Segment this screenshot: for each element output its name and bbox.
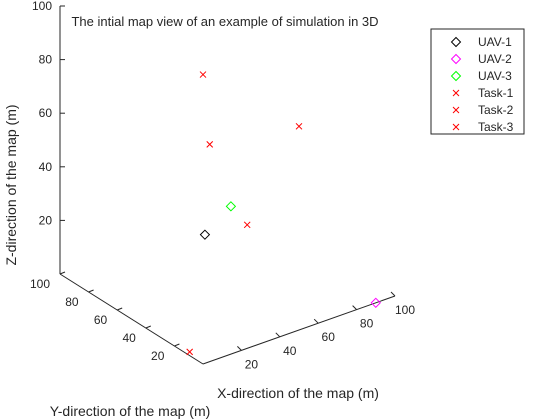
y-tick-mark	[88, 289, 94, 293]
x-axis-label: X-direction of the map (m)	[217, 385, 379, 401]
y-tick-label: 60	[94, 313, 108, 327]
y-tick-label: 80	[65, 295, 79, 309]
x-tick-mark	[237, 346, 242, 351]
x-stroke	[452, 106, 460, 114]
point-uav-3	[225, 201, 237, 212]
point-uav-1	[199, 229, 211, 240]
y-tick-label: 20	[151, 349, 165, 363]
data-marks	[186, 71, 382, 356]
y-tick-label: 40	[122, 331, 136, 345]
point-task-3	[199, 71, 207, 78]
axis-ticks: 20 40 60 80 100 20 40 60 80 100 20 40 60 80 100	[30, 0, 415, 371]
axes	[59, 6, 396, 365]
y-axis-line	[59, 273, 204, 365]
z-tick-label: 20	[39, 213, 53, 227]
legend-label-uav-2: UAV-2	[478, 52, 512, 66]
legend-label-uav-3: UAV-3	[478, 69, 512, 83]
legend-marker-task-1	[452, 89, 460, 97]
x-tick-mark	[352, 305, 357, 310]
legend-marker-uav-3	[450, 70, 462, 82]
x-stroke	[206, 141, 214, 148]
y-tick-mark	[145, 325, 151, 329]
x-tick-mark	[313, 318, 319, 324]
legend-box	[430, 28, 525, 135]
legend-marker-uav-1	[450, 36, 462, 48]
y-tick-mark	[59, 271, 66, 275]
point-task-1	[186, 348, 194, 356]
z-tick-label: 60	[39, 106, 53, 120]
y-axis-label: Y-direction of the map (m)	[50, 403, 211, 419]
x-tick-label: 100	[395, 303, 415, 317]
y-tick-mark	[174, 343, 180, 347]
point-task-2	[243, 221, 251, 229]
chart-title: The intial map view of an example of sim…	[71, 14, 378, 29]
legend-marker-task-2	[452, 106, 460, 114]
x-stroke	[452, 89, 460, 97]
x-tick-label: 80	[360, 317, 374, 331]
legend-label-task-3: Task-3	[478, 120, 514, 134]
x-tick-mark	[275, 332, 281, 338]
z-axis-label: Z-direction of the map (m)	[3, 104, 19, 265]
point-uav-2	[370, 297, 382, 309]
x-stroke	[186, 348, 194, 356]
x-tick-label: 40	[283, 344, 297, 358]
x-stroke	[199, 71, 207, 78]
z-tick-label: 100	[32, 0, 52, 13]
x-stroke	[452, 123, 460, 131]
y-tick-mark	[117, 307, 123, 311]
legend-marker-uav-2	[450, 53, 462, 65]
z-tick-label: 40	[39, 160, 53, 174]
x-axis-line	[202, 295, 396, 365]
x-stroke	[243, 221, 251, 229]
point-task-2	[206, 141, 214, 148]
y-tick-label: 100	[30, 277, 50, 291]
legend: UAV-1 UAV-2 UAV-3 Task-1 Task-2 Task-3	[430, 28, 525, 135]
x-tick-mark	[390, 291, 396, 297]
legend-label-task-1: Task-1	[478, 86, 514, 100]
point-task-1	[295, 122, 303, 130]
x-tick-label: 20	[245, 357, 259, 371]
x-stroke	[295, 122, 303, 130]
legend-label-uav-1: UAV-1	[478, 35, 512, 49]
legend-marker-task-3	[452, 123, 460, 131]
legend-label-task-2: Task-2	[478, 103, 514, 117]
z-tick-label: 80	[39, 53, 53, 67]
x-tick-label: 60	[322, 330, 336, 344]
